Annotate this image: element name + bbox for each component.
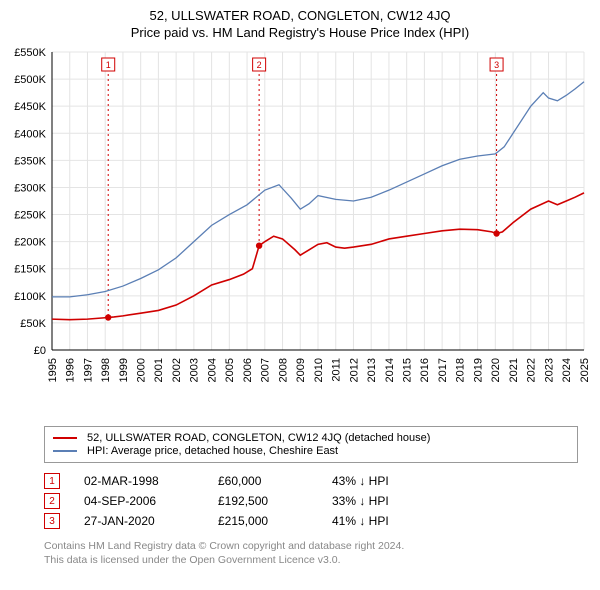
svg-text:2008: 2008 xyxy=(277,358,289,382)
svg-text:2024: 2024 xyxy=(561,358,573,382)
svg-text:2019: 2019 xyxy=(472,358,484,382)
legend-swatch-property xyxy=(53,437,77,439)
svg-text:2002: 2002 xyxy=(171,358,183,382)
event-pct-2: 33% ↓ HPI xyxy=(332,494,389,508)
svg-text:2004: 2004 xyxy=(206,358,218,382)
event-marker-2: 2 xyxy=(44,493,60,509)
svg-text:2011: 2011 xyxy=(331,358,343,382)
event-marker-3: 3 xyxy=(44,513,60,529)
svg-text:2000: 2000 xyxy=(136,358,148,382)
svg-text:2022: 2022 xyxy=(526,358,538,382)
svg-text:£150K: £150K xyxy=(14,264,46,276)
svg-text:2012: 2012 xyxy=(348,358,360,382)
event-row-2: 2 04-SEP-2006 £192,500 33% ↓ HPI xyxy=(44,493,578,509)
event-pct-1: 43% ↓ HPI xyxy=(332,474,389,488)
event-price-1: £60,000 xyxy=(218,474,308,488)
svg-text:2005: 2005 xyxy=(224,358,236,382)
svg-text:£50K: £50K xyxy=(20,318,46,330)
svg-text:£550K: £550K xyxy=(14,47,46,59)
title-address: 52, ULLSWATER ROAD, CONGLETON, CW12 4JQ xyxy=(0,8,600,23)
legend-item-property: 52, ULLSWATER ROAD, CONGLETON, CW12 4JQ … xyxy=(53,432,569,444)
svg-text:2013: 2013 xyxy=(366,358,378,382)
svg-text:£500K: £500K xyxy=(14,74,46,86)
title-subtitle: Price paid vs. HM Land Registry's House … xyxy=(0,25,600,40)
svg-text:3: 3 xyxy=(494,60,499,70)
event-date-2: 04-SEP-2006 xyxy=(84,494,194,508)
svg-text:£100K: £100K xyxy=(14,291,46,303)
svg-text:2003: 2003 xyxy=(189,358,201,382)
svg-text:1995: 1995 xyxy=(47,358,59,382)
legend: 52, ULLSWATER ROAD, CONGLETON, CW12 4JQ … xyxy=(44,426,578,463)
footnote-line2: This data is licensed under the Open Gov… xyxy=(44,553,578,567)
svg-text:2023: 2023 xyxy=(543,358,555,382)
svg-text:2016: 2016 xyxy=(419,358,431,382)
event-date-3: 27-JAN-2020 xyxy=(84,514,194,528)
svg-text:2015: 2015 xyxy=(402,358,414,382)
svg-text:£450K: £450K xyxy=(14,101,46,113)
events-table: 1 02-MAR-1998 £60,000 43% ↓ HPI 2 04-SEP… xyxy=(44,473,578,529)
svg-text:2001: 2001 xyxy=(153,358,165,382)
event-price-3: £215,000 xyxy=(218,514,308,528)
svg-text:2017: 2017 xyxy=(437,358,449,382)
legend-swatch-hpi xyxy=(53,450,77,452)
svg-text:2009: 2009 xyxy=(295,358,307,382)
chart-titles: 52, ULLSWATER ROAD, CONGLETON, CW12 4JQ … xyxy=(0,0,600,40)
event-row-1: 1 02-MAR-1998 £60,000 43% ↓ HPI xyxy=(44,473,578,489)
chart-plot-area: £0 £50K £100K £150K £200K £250K £300K £350K £400… xyxy=(0,40,600,420)
svg-text:2010: 2010 xyxy=(313,358,325,382)
event-row-3: 3 27-JAN-2020 £215,000 41% ↓ HPI xyxy=(44,513,578,529)
svg-text:1997: 1997 xyxy=(82,358,94,382)
svg-text:2018: 2018 xyxy=(455,358,467,382)
svg-text:£300K: £300K xyxy=(14,182,46,194)
svg-text:1: 1 xyxy=(106,60,111,70)
svg-text:1998: 1998 xyxy=(100,358,112,382)
legend-item-hpi: HPI: Average price, detached house, Ches… xyxy=(53,445,569,457)
event-pct-3: 41% ↓ HPI xyxy=(332,514,389,528)
svg-text:£200K: £200K xyxy=(14,237,46,249)
svg-text:1996: 1996 xyxy=(65,358,77,382)
chart-container: 52, ULLSWATER ROAD, CONGLETON, CW12 4JQ … xyxy=(0,0,600,575)
svg-text:£350K: £350K xyxy=(14,155,46,167)
legend-label-property: 52, ULLSWATER ROAD, CONGLETON, CW12 4JQ … xyxy=(87,432,430,444)
svg-text:£0: £0 xyxy=(34,345,46,357)
svg-text:2014: 2014 xyxy=(384,358,396,382)
svg-text:£400K: £400K xyxy=(14,128,46,140)
legend-label-hpi: HPI: Average price, detached house, Ches… xyxy=(87,445,338,457)
svg-text:£250K: £250K xyxy=(14,210,46,222)
event-price-2: £192,500 xyxy=(218,494,308,508)
footnote: Contains HM Land Registry data © Crown c… xyxy=(44,539,578,575)
event-date-1: 02-MAR-1998 xyxy=(84,474,194,488)
svg-text:2020: 2020 xyxy=(490,358,502,382)
svg-text:2025: 2025 xyxy=(579,358,591,382)
svg-text:2007: 2007 xyxy=(260,358,272,382)
svg-text:2006: 2006 xyxy=(242,358,254,382)
event-marker-1: 1 xyxy=(44,473,60,489)
svg-text:1999: 1999 xyxy=(118,358,130,382)
footnote-line1: Contains HM Land Registry data © Crown c… xyxy=(44,539,578,553)
svg-text:2: 2 xyxy=(257,60,262,70)
svg-text:2021: 2021 xyxy=(508,358,520,382)
